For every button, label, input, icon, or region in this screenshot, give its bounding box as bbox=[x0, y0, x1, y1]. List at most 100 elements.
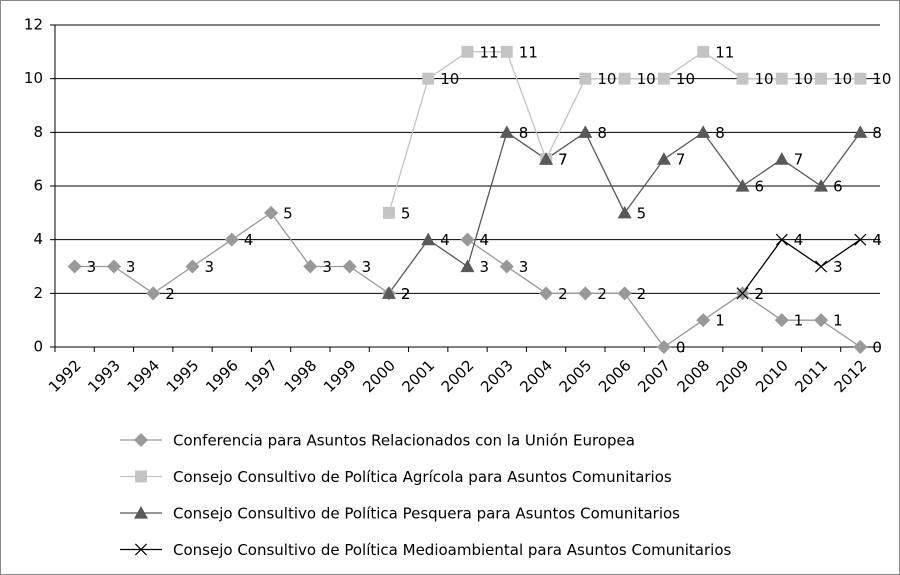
legend-label: Conferencia para Asuntos Relacionados co… bbox=[173, 432, 635, 450]
data-label: 11 bbox=[480, 43, 499, 61]
data-label: 8 bbox=[519, 124, 529, 142]
point-marker bbox=[134, 506, 148, 519]
point-marker bbox=[815, 72, 828, 85]
data-label: 2 bbox=[165, 285, 175, 303]
point-marker bbox=[656, 340, 671, 354]
y-tick-label: 2 bbox=[33, 284, 43, 302]
point-marker bbox=[775, 233, 788, 246]
data-label: 10 bbox=[597, 70, 616, 88]
point-marker bbox=[134, 433, 148, 447]
data-label: 3 bbox=[362, 258, 372, 276]
data-label: 3 bbox=[480, 258, 490, 276]
series-line bbox=[741, 238, 861, 294]
point-marker bbox=[135, 470, 147, 483]
point-marker bbox=[736, 287, 749, 300]
point-marker bbox=[735, 179, 750, 192]
point-marker bbox=[460, 232, 475, 247]
point-marker bbox=[499, 259, 514, 274]
y-tick-label: 4 bbox=[33, 230, 43, 248]
point-marker bbox=[224, 232, 239, 247]
data-label: 3 bbox=[833, 258, 843, 276]
point-marker bbox=[134, 543, 148, 556]
y-tick-label: 6 bbox=[33, 177, 43, 195]
point-marker bbox=[499, 125, 514, 138]
data-label: 10 bbox=[755, 70, 774, 88]
data-label: 10 bbox=[440, 70, 459, 88]
data-label: 4 bbox=[244, 231, 254, 249]
point-marker bbox=[578, 125, 593, 138]
point-marker bbox=[618, 72, 631, 85]
point-marker bbox=[539, 286, 554, 301]
data-label: 10 bbox=[833, 70, 852, 88]
point-marker bbox=[422, 72, 435, 85]
point-marker bbox=[815, 260, 828, 273]
point-marker bbox=[657, 72, 670, 85]
point-marker bbox=[617, 286, 632, 301]
legend-label: Consejo Consultivo de Política Medioambi… bbox=[173, 541, 732, 559]
y-tick-label: 8 bbox=[33, 123, 43, 141]
point-marker bbox=[853, 340, 868, 354]
point-marker bbox=[539, 152, 554, 165]
data-label: 11 bbox=[519, 43, 538, 61]
data-label: 0 bbox=[872, 339, 882, 357]
data-label: 5 bbox=[401, 204, 411, 222]
legend-label: Consejo Consultivo de Política Agrícola … bbox=[173, 468, 672, 486]
point-marker bbox=[617, 205, 632, 219]
point-marker bbox=[774, 313, 789, 328]
point-marker bbox=[578, 286, 593, 301]
data-label: 10 bbox=[794, 70, 813, 88]
point-marker bbox=[303, 259, 318, 274]
data-label: 3 bbox=[322, 258, 332, 276]
point-marker bbox=[67, 259, 82, 274]
data-label: 2 bbox=[755, 285, 765, 303]
data-label: 5 bbox=[283, 204, 293, 222]
point-marker bbox=[736, 72, 749, 85]
data-label: 2 bbox=[637, 285, 647, 303]
data-label: 4 bbox=[872, 231, 882, 249]
point-marker bbox=[264, 205, 279, 220]
data-label: 2 bbox=[755, 285, 765, 303]
data-label: 1 bbox=[794, 312, 804, 330]
data-label: 5 bbox=[637, 204, 647, 222]
point-marker bbox=[460, 259, 475, 273]
data-label: 7 bbox=[558, 151, 568, 169]
point-marker bbox=[579, 72, 592, 85]
data-label: 10 bbox=[872, 70, 891, 88]
data-label: 3 bbox=[87, 258, 97, 276]
point-marker bbox=[697, 45, 710, 58]
data-label: 3 bbox=[126, 258, 136, 276]
data-label: 2 bbox=[558, 285, 568, 303]
point-marker bbox=[854, 72, 867, 85]
data-label: 6 bbox=[833, 178, 843, 196]
point-marker bbox=[853, 125, 868, 138]
point-marker bbox=[421, 232, 436, 246]
data-label: 6 bbox=[755, 178, 765, 196]
point-marker bbox=[696, 313, 711, 328]
data-label: 10 bbox=[637, 70, 656, 88]
point-marker bbox=[814, 313, 829, 328]
data-label: 8 bbox=[597, 124, 607, 142]
data-label: 0 bbox=[676, 339, 686, 357]
data-label: 1 bbox=[833, 312, 843, 330]
data-label: 7 bbox=[558, 151, 568, 169]
data-label: 4 bbox=[480, 231, 490, 249]
data-label: 2 bbox=[401, 285, 411, 303]
data-label: 10 bbox=[676, 70, 695, 88]
y-tick-label: 10 bbox=[24, 69, 43, 87]
point-marker bbox=[185, 259, 200, 274]
data-label: 7 bbox=[794, 151, 804, 169]
point-marker bbox=[656, 152, 671, 165]
point-marker bbox=[814, 179, 829, 192]
point-marker bbox=[146, 286, 161, 301]
point-marker bbox=[774, 152, 789, 165]
point-marker bbox=[775, 72, 788, 85]
data-label: 11 bbox=[715, 43, 734, 61]
point-marker bbox=[854, 233, 867, 246]
point-marker bbox=[382, 206, 395, 219]
data-label: 2 bbox=[597, 285, 607, 303]
data-label: 8 bbox=[715, 124, 725, 142]
y-tick-label: 0 bbox=[33, 338, 43, 356]
data-label: 1 bbox=[715, 312, 725, 330]
